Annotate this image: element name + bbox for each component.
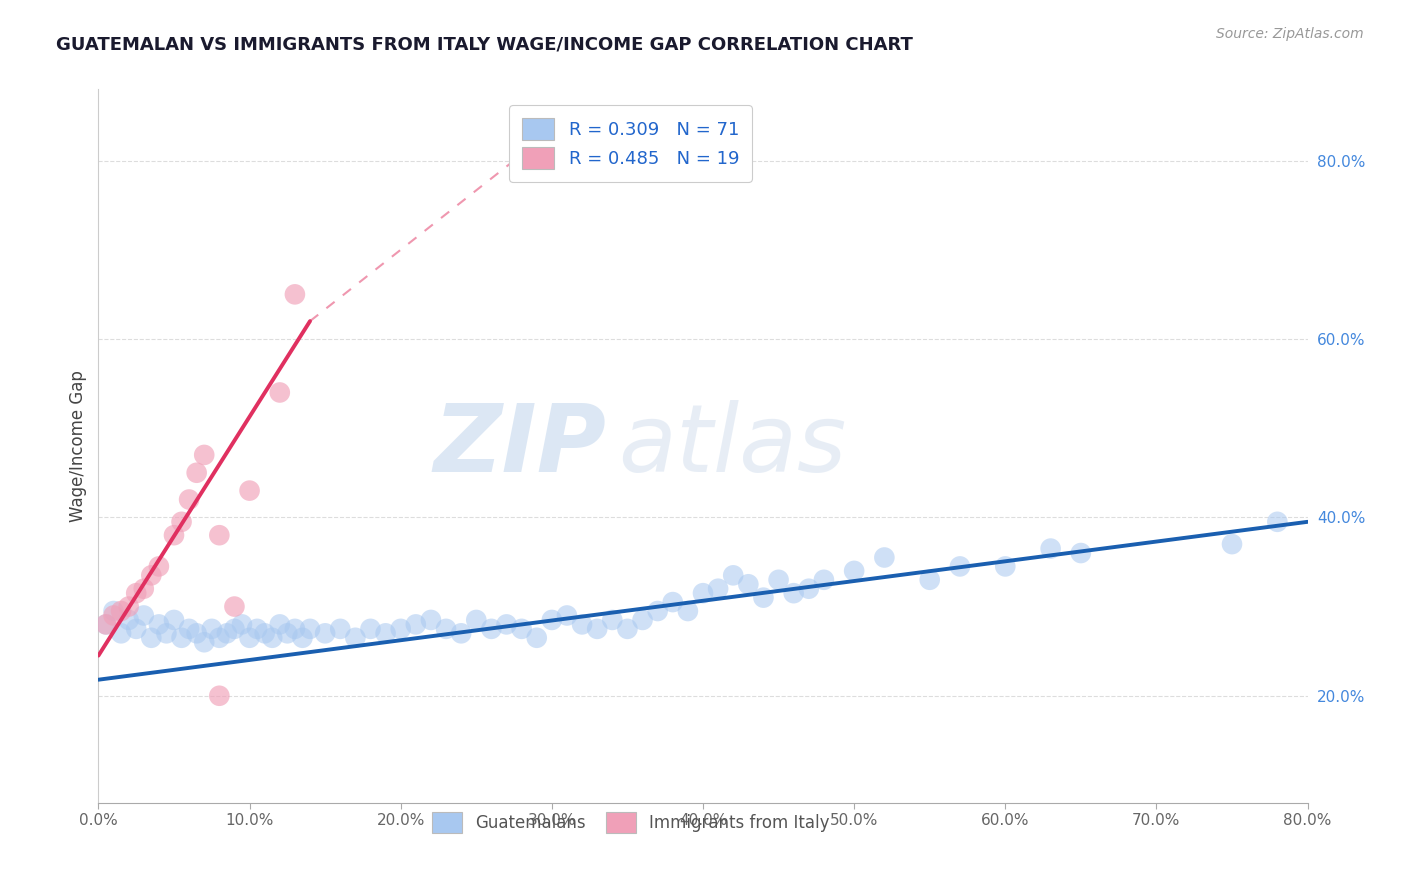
Point xyxy=(201,622,224,636)
Point xyxy=(148,559,170,574)
Point xyxy=(284,287,307,301)
Point xyxy=(631,613,654,627)
Point xyxy=(314,626,336,640)
Point xyxy=(329,622,352,636)
Point xyxy=(1070,546,1092,560)
Point xyxy=(125,622,148,636)
Text: atlas: atlas xyxy=(619,401,846,491)
Y-axis label: Wage/Income Gap: Wage/Income Gap xyxy=(69,370,87,522)
Point xyxy=(110,626,132,640)
Point xyxy=(132,582,155,596)
Point xyxy=(179,492,201,507)
Point xyxy=(239,483,262,498)
Point xyxy=(768,573,790,587)
Point xyxy=(420,613,443,627)
Point xyxy=(208,528,231,542)
Point xyxy=(103,608,125,623)
Point xyxy=(1267,515,1289,529)
Point xyxy=(783,586,806,600)
Point xyxy=(155,626,177,640)
Point xyxy=(389,622,412,636)
Point xyxy=(647,604,669,618)
Point xyxy=(374,626,396,640)
Point xyxy=(1220,537,1243,551)
Point xyxy=(481,622,503,636)
Text: Source: ZipAtlas.com: Source: ZipAtlas.com xyxy=(1216,27,1364,41)
Point xyxy=(344,631,367,645)
Point xyxy=(118,613,141,627)
Point xyxy=(873,550,896,565)
Point xyxy=(586,622,609,636)
Point xyxy=(253,626,276,640)
Point xyxy=(707,582,730,596)
Point xyxy=(163,613,186,627)
Point xyxy=(276,626,298,640)
Point xyxy=(526,631,548,645)
Point xyxy=(752,591,775,605)
Point xyxy=(141,568,163,582)
Point xyxy=(495,617,517,632)
Point xyxy=(262,631,284,645)
Point xyxy=(110,604,132,618)
Point xyxy=(360,622,382,636)
Point xyxy=(246,622,269,636)
Point xyxy=(540,613,562,627)
Point xyxy=(239,631,262,645)
Point xyxy=(737,577,759,591)
Point xyxy=(405,617,427,632)
Point xyxy=(450,626,472,640)
Point xyxy=(465,613,488,627)
Point xyxy=(215,626,238,640)
Point xyxy=(299,622,322,636)
Point xyxy=(170,515,193,529)
Point xyxy=(723,568,745,582)
Point xyxy=(141,631,163,645)
Point xyxy=(602,613,624,627)
Point xyxy=(616,622,638,636)
Point xyxy=(918,573,941,587)
Point xyxy=(163,528,186,542)
Point xyxy=(224,622,246,636)
Point xyxy=(208,689,231,703)
Point xyxy=(949,559,972,574)
Point xyxy=(797,582,820,596)
Point xyxy=(224,599,246,614)
Point xyxy=(661,595,683,609)
Point xyxy=(994,559,1017,574)
Point xyxy=(1039,541,1062,556)
Point xyxy=(103,604,125,618)
Point xyxy=(269,617,291,632)
Point xyxy=(231,617,253,632)
Point xyxy=(676,604,699,618)
Point xyxy=(434,622,457,636)
Point xyxy=(132,608,155,623)
Point xyxy=(186,626,208,640)
Point xyxy=(692,586,714,600)
Point xyxy=(813,573,835,587)
Point xyxy=(284,622,307,636)
Point xyxy=(844,564,866,578)
Legend: Guatemalans, Immigrants from Italy: Guatemalans, Immigrants from Italy xyxy=(420,801,841,845)
Point xyxy=(555,608,578,623)
Point xyxy=(208,631,231,645)
Point xyxy=(186,466,208,480)
Point xyxy=(170,631,193,645)
Point xyxy=(291,631,314,645)
Text: GUATEMALAN VS IMMIGRANTS FROM ITALY WAGE/INCOME GAP CORRELATION CHART: GUATEMALAN VS IMMIGRANTS FROM ITALY WAGE… xyxy=(56,36,912,54)
Point xyxy=(269,385,291,400)
Point xyxy=(118,599,141,614)
Point xyxy=(571,617,593,632)
Point xyxy=(193,448,215,462)
Point xyxy=(179,622,201,636)
Point xyxy=(510,622,533,636)
Point xyxy=(148,617,170,632)
Point xyxy=(94,617,117,632)
Text: ZIP: ZIP xyxy=(433,400,606,492)
Point xyxy=(94,617,117,632)
Point xyxy=(125,586,148,600)
Point xyxy=(193,635,215,649)
